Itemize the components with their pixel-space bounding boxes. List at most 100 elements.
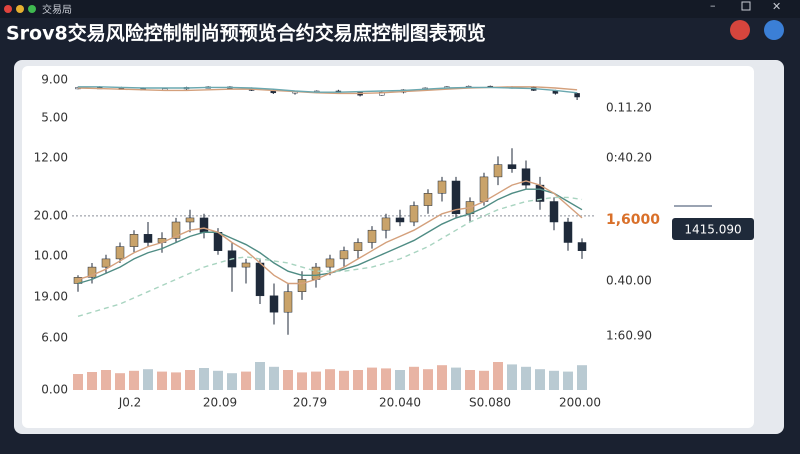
volume-bar [395,370,405,390]
volume-bar [535,369,545,390]
bottom-label: J0.2 [118,396,142,410]
right-label: 1,6000 [606,212,660,228]
volume-bar [339,370,349,390]
candle-body [423,193,433,206]
volume-bar [297,372,307,390]
candle-body [115,246,125,260]
bottom-label: S0.080 [469,396,511,410]
candle-body [367,229,377,243]
price-tag-box [672,218,754,240]
volume-bar [423,369,433,390]
candle-body [507,164,517,169]
moving-average [77,180,583,285]
right-label: 0.40.00 [606,274,652,288]
volume-bar [367,367,377,390]
window-maximize[interactable] [741,1,751,11]
window-title: 交易局 [42,3,72,16]
volume-bar [227,373,237,390]
left-label: 20.00 [34,209,68,223]
volume-bar [353,370,363,390]
title-bar [0,0,800,18]
alert-icon[interactable] [730,20,750,40]
price-tag: 1415.090 [684,223,741,237]
volume-bar [479,370,489,390]
volume-bar [325,369,335,390]
candle-body [563,221,573,243]
candle-body [87,266,97,278]
left-label: 10.00 [34,249,68,263]
volume-bar [451,367,461,390]
volume-bar [283,370,293,390]
candle-body [437,180,447,194]
candle-body [283,291,293,313]
candle-body [143,234,153,243]
candle-body [297,279,307,292]
volume-bar [157,371,167,390]
candle-body [549,201,559,223]
window-minimize[interactable]: – [710,0,716,12]
volume-bar [241,371,251,390]
candle-body [493,164,503,178]
bottom-label: 20.79 [293,396,327,410]
left-label: 6.00 [41,331,68,345]
settings-icon[interactable] [764,20,784,40]
candle-body [185,217,195,223]
volume-bar [563,371,573,390]
volume-bar [87,372,97,390]
candle-body [451,180,461,215]
minimize-dot[interactable] [16,5,24,13]
left-label: 0.00 [41,383,68,397]
header-title: Srov8交易风险控制制尚预预览合约交易庶控制图表预览 [6,22,486,45]
bottom-label: 20.040 [379,396,421,410]
volume-bar [311,371,321,390]
candle-body [577,242,587,251]
volume-bar [143,369,153,390]
volume-bar [255,362,265,390]
right-label: 0.11.20 [606,101,652,115]
plot: 9.00 5.00 12.00 20.00 10.00 19.00 6.00 0.00 0.11… [34,73,661,410]
close-dot[interactable] [4,5,12,13]
moving-average [77,196,583,317]
volume-bar [409,366,419,390]
candle-body [101,258,111,268]
zoom-dot[interactable] [28,5,36,13]
volume-bar [185,370,195,390]
candle-body [241,262,251,268]
candle-body [353,242,363,251]
volume-bar [493,362,503,390]
volume-bar [521,366,531,390]
window-close[interactable]: ✕ [772,0,781,13]
moving-average [78,86,578,94]
candle-body [479,176,489,202]
volume-bar [381,368,391,390]
candle-body [339,250,349,260]
volume-bar [465,370,475,390]
left-label: 12.00 [34,151,68,165]
volume-bar [269,366,279,390]
candle-body [381,217,391,231]
left-label: 19.00 [34,290,68,304]
candle-body [269,295,279,313]
right-label: 0:40.20 [606,151,652,165]
bottom-label: 200.00 [559,396,601,410]
volume-bar [171,372,181,390]
volume-bar [507,364,517,390]
candle-body [521,168,531,186]
volume-bar [199,368,209,390]
candle-body [199,217,209,233]
volume-bar [115,373,125,390]
volume-bar [213,370,223,390]
candle-body [409,205,419,223]
volume-bar [577,365,587,390]
bottom-label: 20.09 [203,396,237,410]
volume-bar [73,374,83,390]
candle-body [325,258,335,268]
candle-body [129,234,139,247]
left-label: 5.00 [41,111,68,125]
left-label: 9.00 [41,73,68,87]
right-label: 1:60.90 [606,329,652,343]
candle-body [171,221,181,239]
chart-card [22,66,754,428]
